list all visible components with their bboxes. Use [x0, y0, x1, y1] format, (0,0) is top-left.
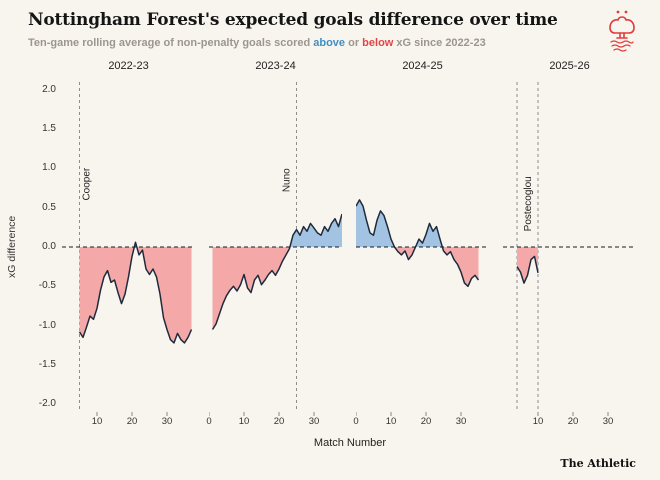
x-tick-label: 20	[273, 416, 285, 427]
rolling-average-line	[211, 213, 342, 330]
x-tick-label: 30	[455, 416, 467, 427]
panel-2022-23: 2022-23 Cooper 10 20 30	[62, 58, 195, 430]
panel-2023-24: 2023-24 Nuno 0 10 20 30	[206, 58, 342, 430]
facet-panels: 2022-23 Cooper 10 20 30 2023-24 Nuno 0 10 20 30 202…	[62, 58, 642, 430]
y-tick-label: 2.0	[42, 83, 56, 95]
y-tick-label: 0.0	[42, 241, 56, 252]
x-axis-label: Match Number	[313, 437, 387, 449]
y-tick-label: -1.0	[38, 319, 56, 331]
x-tick-label: 10	[385, 416, 397, 427]
x-tick-label: 30	[161, 416, 173, 427]
chart-subtitle: Ten-game rolling average of non-penalty …	[28, 37, 486, 49]
facet-label: 2025-26	[549, 60, 590, 72]
y-tick-label: 1.5	[42, 123, 56, 135]
rolling-average-line	[516, 255, 539, 284]
x-tick-label: 20	[126, 416, 138, 427]
y-axis-label: xG difference	[6, 215, 18, 279]
area-below-xg	[212, 247, 342, 330]
rolling-average-line	[78, 241, 193, 344]
panel-plot-svg	[356, 199, 489, 416]
publisher-brand: The Athletic	[560, 457, 636, 470]
manager-label: Nuno	[282, 168, 293, 192]
subtitle-text: Ten-game rolling average of non-penalty …	[28, 37, 314, 49]
facet-label: 2023-24	[255, 60, 296, 72]
area-above-xg	[212, 214, 342, 247]
nottingham-forest-crest-icon	[609, 10, 635, 52]
page-title: Nottingham Forest's expected goals diffe…	[28, 10, 558, 30]
x-tick-label: 0	[206, 416, 212, 427]
x-tick-label: 20	[420, 416, 432, 427]
subtitle-text-end: xG since 2022-23	[393, 37, 486, 49]
x-tick-label: 0	[353, 416, 359, 427]
subtitle-above-word: above	[313, 37, 346, 49]
panel-plot-svg: Nuno	[209, 82, 342, 416]
manager-label: Cooper	[82, 167, 93, 200]
area-above-xg	[356, 199, 479, 247]
manager-label: Postecoglou	[523, 176, 534, 231]
x-tick-label: 20	[567, 416, 579, 427]
rolling-average-line	[356, 199, 480, 288]
panel-plot-svg: Postecoglou	[503, 82, 636, 416]
y-axis: 2.0 1.5 1.0 0.5 0.0 -0.5 -1.0 -1.5 -2.0	[20, 82, 58, 412]
area-below-xg	[517, 247, 538, 284]
x-tick-label: 30	[602, 416, 614, 427]
x-tick-label: 30	[308, 416, 320, 427]
panel-2024-25: 2024-25 0 10 20 30	[353, 58, 489, 430]
y-tick-label: 0.5	[42, 201, 56, 213]
y-tick-label: -1.5	[38, 358, 56, 370]
y-tick-label: -0.5	[38, 280, 56, 292]
area-below-xg	[79, 247, 192, 343]
facet-label: 2022-23	[108, 60, 149, 72]
facet-label: 2024-25	[402, 60, 443, 72]
x-tick-label: 10	[238, 416, 250, 427]
chart: xG difference 2.0 1.5 1.0 0.5 0.0 -0.5 -1.0 -1.…	[0, 58, 660, 430]
area-below-xg	[356, 247, 479, 287]
x-tick-label: 10	[532, 416, 544, 427]
panel-plot-svg: Cooper	[62, 82, 195, 416]
subtitle-below-word: below	[362, 37, 394, 49]
subtitle-or-word: or	[345, 37, 363, 49]
x-tick-label: 10	[91, 416, 103, 427]
y-tick-label: 1.0	[42, 162, 56, 174]
panel-2025-26: 2025-26 Postecoglou 10 20 30	[503, 58, 636, 430]
y-tick-label: -2.0	[38, 398, 56, 410]
